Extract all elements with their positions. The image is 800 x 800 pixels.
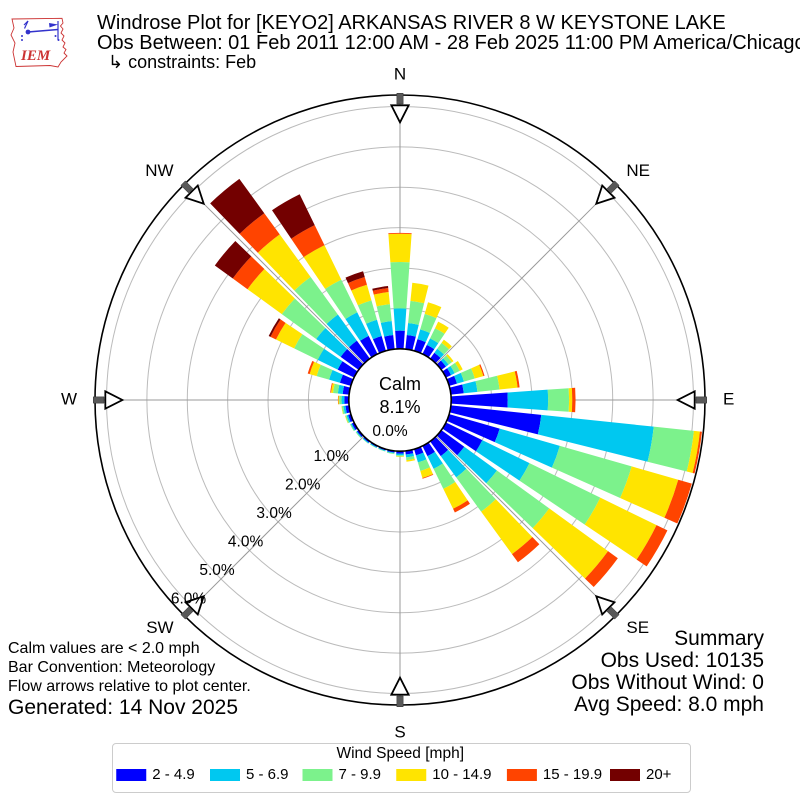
svg-text:SE: SE: [626, 618, 649, 637]
svg-text:3.0%: 3.0%: [256, 505, 292, 522]
svg-text:5 - 6.9: 5 - 6.9: [246, 767, 289, 783]
svg-text:W: W: [61, 389, 77, 408]
svg-text:15 - 19.9: 15 - 19.9: [543, 767, 602, 783]
svg-text:6.0%: 6.0%: [171, 591, 207, 608]
svg-text:7 - 9.9: 7 - 9.9: [339, 767, 382, 783]
svg-text:E: E: [723, 389, 734, 408]
svg-text:1.0%: 1.0%: [314, 448, 350, 465]
svg-text:SW: SW: [146, 618, 173, 637]
svg-text:2.0%: 2.0%: [285, 476, 321, 493]
svg-text:NE: NE: [626, 161, 650, 180]
svg-text:0.0%: 0.0%: [372, 423, 408, 440]
svg-text:2 - 4.9: 2 - 4.9: [152, 767, 195, 783]
svg-text:NW: NW: [145, 161, 173, 180]
svg-text:5.0%: 5.0%: [199, 562, 235, 579]
svg-text:Calm: Calm: [379, 374, 421, 394]
svg-text:8.1%: 8.1%: [379, 397, 420, 417]
svg-text:S: S: [394, 722, 405, 741]
svg-text:N: N: [394, 64, 406, 83]
svg-text:10 - 14.9: 10 - 14.9: [432, 767, 491, 783]
svg-text:20+: 20+: [646, 767, 672, 783]
svg-text:4.0%: 4.0%: [228, 533, 264, 550]
